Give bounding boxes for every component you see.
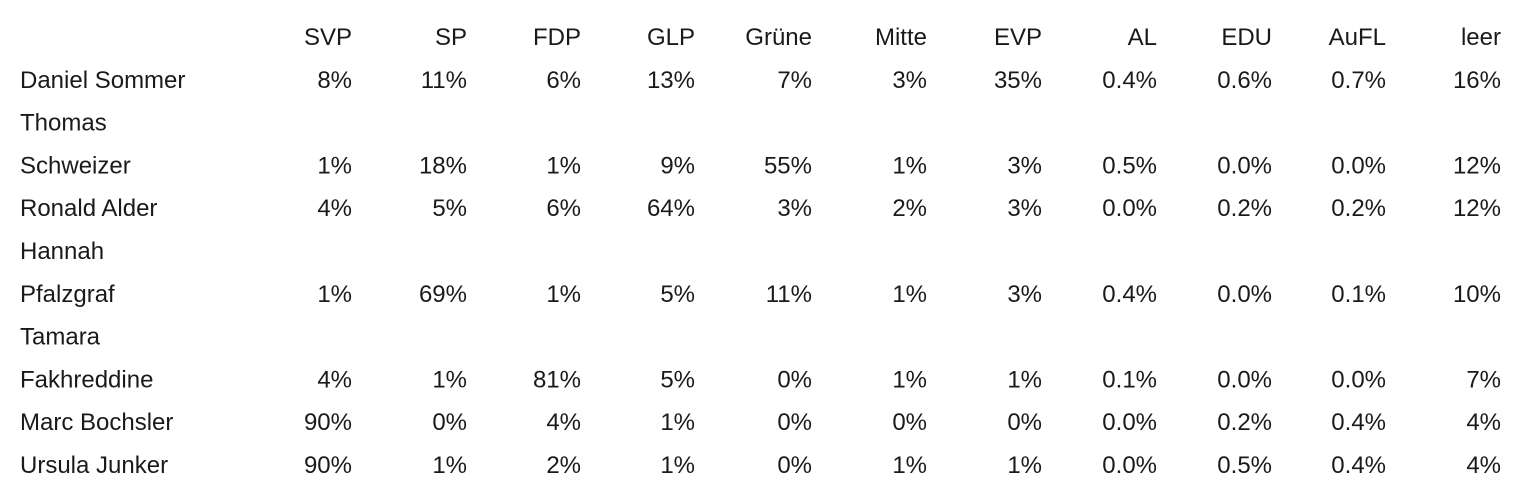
cell: 11% xyxy=(421,67,467,94)
cell: 7% xyxy=(777,67,812,94)
cell: 0.0% xyxy=(1217,366,1272,393)
cell: 0.0% xyxy=(1331,152,1386,179)
cell: 2% xyxy=(892,195,927,222)
column-header: SVP xyxy=(304,24,352,51)
cell: 0% xyxy=(777,452,812,479)
cell: 2% xyxy=(546,452,581,479)
cell: 1% xyxy=(1007,452,1042,479)
cell: 18% xyxy=(419,152,467,179)
cell: 16% xyxy=(1453,67,1501,94)
cell: 0.4% xyxy=(1331,409,1386,436)
cell: 0.4% xyxy=(1331,452,1386,479)
cell: 0.0% xyxy=(1102,452,1157,479)
cell: 1% xyxy=(892,152,927,179)
cell: 0.1% xyxy=(1331,281,1386,308)
cell: 1% xyxy=(660,452,695,479)
cell: 0.2% xyxy=(1217,195,1272,222)
cell: 0.0% xyxy=(1331,366,1386,393)
cell: 1% xyxy=(317,281,352,308)
column-header: SP xyxy=(435,24,467,51)
cell: 11% xyxy=(766,281,812,308)
cell: 4% xyxy=(546,409,581,436)
cell: 5% xyxy=(432,195,467,222)
cell: 9% xyxy=(660,152,695,179)
cell: 0.2% xyxy=(1331,195,1386,222)
cell: 0.2% xyxy=(1217,409,1272,436)
cell: 12% xyxy=(1453,195,1501,222)
column-header: leer xyxy=(1461,24,1501,51)
cell: 10% xyxy=(1453,281,1501,308)
cell: 90% xyxy=(304,452,352,479)
cell: 7% xyxy=(1466,366,1501,393)
cell: 1% xyxy=(892,452,927,479)
column-header: AL xyxy=(1128,24,1157,51)
cell: 0.0% xyxy=(1217,281,1272,308)
row-name: Ronald Alder xyxy=(20,195,157,222)
cell: 12% xyxy=(1453,152,1501,179)
cell: 0.7% xyxy=(1331,67,1386,94)
cell: 0.5% xyxy=(1102,152,1157,179)
cell: 1% xyxy=(432,366,467,393)
row-name: Fakhreddine xyxy=(20,366,153,393)
cell: 0% xyxy=(1007,409,1042,436)
cell: 35% xyxy=(994,67,1042,94)
row-name: Ursula Junker xyxy=(20,452,168,479)
row-name: Thomas xyxy=(20,110,107,137)
column-header: FDP xyxy=(533,24,581,51)
cell: 1% xyxy=(660,409,695,436)
row-name: Pfalzgraf xyxy=(20,281,115,308)
column-header: EVP xyxy=(994,24,1042,51)
cell: 8% xyxy=(317,67,352,94)
cell: 1% xyxy=(1007,366,1042,393)
cell: 0.4% xyxy=(1102,67,1157,94)
cell: 0.4% xyxy=(1102,281,1157,308)
row-name: Hannah xyxy=(20,238,104,265)
cell: 0.6% xyxy=(1217,67,1272,94)
cell: 81% xyxy=(533,366,581,393)
row-name: Schweizer xyxy=(20,152,131,179)
cell: 13% xyxy=(647,67,695,94)
cell: 3% xyxy=(1007,152,1042,179)
row-name: Daniel Sommer xyxy=(20,67,185,94)
cell: 55% xyxy=(764,152,812,179)
cell: 4% xyxy=(1466,452,1501,479)
cell: 4% xyxy=(317,366,352,393)
cell: 4% xyxy=(317,195,352,222)
cell: 0.1% xyxy=(1102,366,1157,393)
cell: 5% xyxy=(660,281,695,308)
cell: 90% xyxy=(304,409,352,436)
cell: 1% xyxy=(432,452,467,479)
cell: 5% xyxy=(660,366,695,393)
cell: 3% xyxy=(777,195,812,222)
cell: 0% xyxy=(432,409,467,436)
cell: 0% xyxy=(892,409,927,436)
column-header: EDU xyxy=(1221,24,1272,51)
cell: 64% xyxy=(647,195,695,222)
cell: 1% xyxy=(892,281,927,308)
cell: 0.0% xyxy=(1217,152,1272,179)
row-name: Marc Bochsler xyxy=(20,409,173,436)
row-name: Tamara xyxy=(20,324,101,351)
cell: 69% xyxy=(419,281,467,308)
cell: 0.0% xyxy=(1102,409,1157,436)
column-header: AuFL xyxy=(1329,24,1386,51)
cell: 0% xyxy=(777,409,812,436)
cell: 0% xyxy=(777,366,812,393)
cell: 1% xyxy=(892,366,927,393)
column-header: Grüne xyxy=(745,24,812,51)
cell: 4% xyxy=(1466,409,1501,436)
cell: 1% xyxy=(546,152,581,179)
cell: 3% xyxy=(1007,281,1042,308)
cell: 0.5% xyxy=(1217,452,1272,479)
cell: 3% xyxy=(1007,195,1042,222)
cell: 6% xyxy=(546,195,581,222)
cell: 1% xyxy=(546,281,581,308)
cell: 1% xyxy=(317,152,352,179)
cell: 3% xyxy=(892,67,927,94)
column-header: Mitte xyxy=(875,24,927,51)
cell: 6% xyxy=(546,67,581,94)
cell: 0.0% xyxy=(1102,195,1157,222)
column-header: GLP xyxy=(647,24,695,51)
